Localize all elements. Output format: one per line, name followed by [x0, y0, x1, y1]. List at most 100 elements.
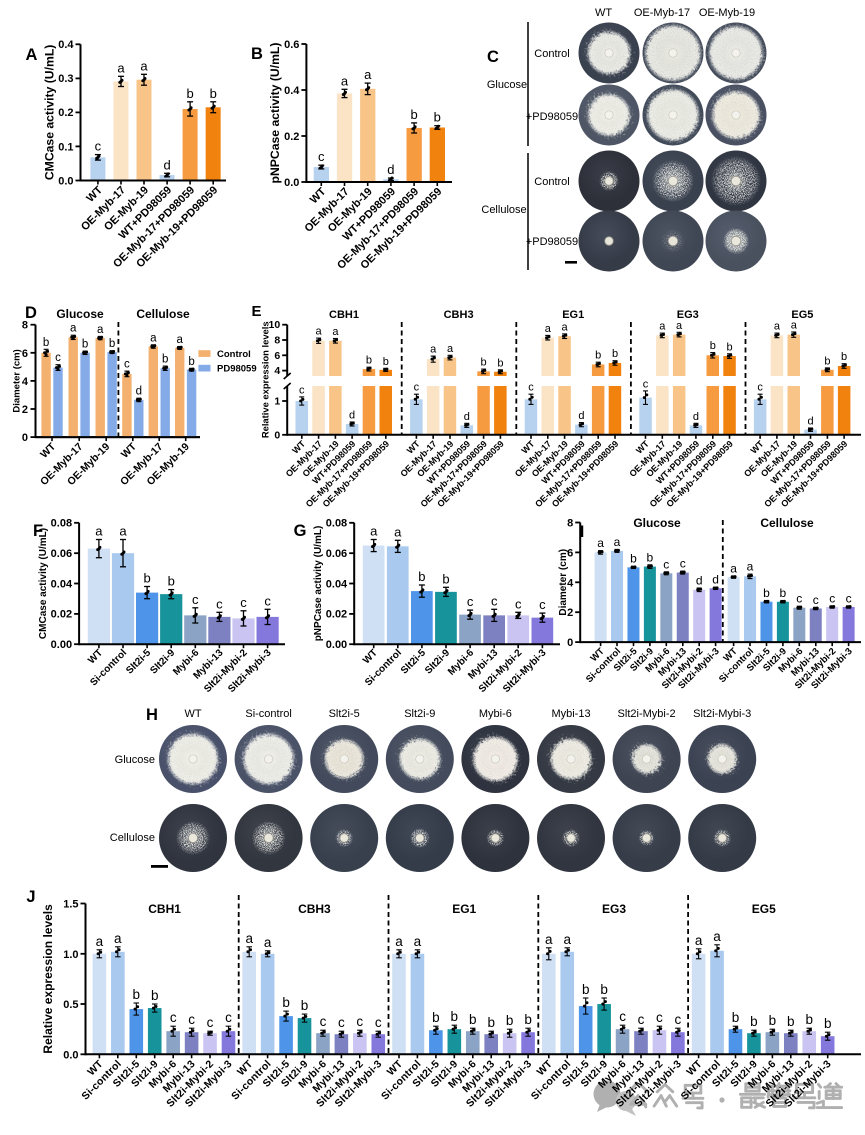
svg-text:a: a	[245, 931, 253, 946]
svg-text:0.08: 0.08	[51, 518, 72, 530]
svg-text:a: a	[563, 932, 571, 947]
svg-text:d: d	[387, 162, 394, 177]
svg-text:c: c	[240, 595, 247, 610]
svg-text:I: I	[580, 523, 585, 541]
svg-text:CBH3: CBH3	[298, 902, 331, 916]
svg-text:0.4: 0.4	[284, 85, 300, 97]
svg-text:4: 4	[22, 376, 29, 388]
svg-text:0: 0	[274, 429, 280, 441]
svg-text:WT: WT	[119, 440, 139, 460]
svg-text:a: a	[791, 320, 798, 332]
svg-text:A: A	[26, 46, 38, 64]
svg-text:c: c	[539, 597, 546, 612]
svg-text:d: d	[136, 386, 142, 398]
svg-text:WT: WT	[184, 708, 201, 720]
svg-text:Control: Control	[534, 176, 569, 188]
svg-text:4: 4	[274, 365, 280, 377]
svg-text:c: c	[170, 1010, 177, 1025]
svg-text:c: c	[796, 592, 802, 606]
svg-text:c: c	[515, 596, 522, 611]
svg-text:OE-Myb-19: OE-Myb-19	[699, 7, 755, 19]
svg-text:CBH3: CBH3	[444, 309, 474, 321]
svg-text:a: a	[341, 73, 349, 88]
svg-text:8: 8	[22, 320, 28, 332]
svg-text:b: b	[630, 552, 637, 566]
svg-text:c: c	[675, 1012, 682, 1027]
svg-text:b: b	[133, 987, 141, 1002]
svg-text:Slt2i-5: Slt2i-5	[399, 647, 428, 676]
svg-text:c: c	[491, 593, 498, 608]
svg-text:a: a	[114, 931, 122, 946]
svg-text:Glucose: Glucose	[56, 307, 104, 321]
svg-text:EG5: EG5	[791, 309, 813, 321]
svg-text:b: b	[186, 86, 193, 101]
svg-text:2: 2	[22, 404, 28, 416]
svg-text:c: c	[318, 149, 325, 164]
svg-text:J: J	[26, 888, 35, 906]
svg-text:c: c	[829, 591, 835, 605]
svg-text:c: c	[528, 382, 534, 394]
svg-text:b: b	[726, 341, 732, 353]
svg-text:a: a	[447, 343, 454, 355]
svg-text:Cellulose: Cellulose	[110, 832, 155, 844]
svg-text:WT: WT	[38, 440, 58, 460]
svg-text:8: 8	[274, 335, 280, 347]
svg-text:b: b	[732, 1010, 740, 1025]
svg-text:b: b	[612, 348, 618, 360]
svg-text:Diameter (cm): Diameter (cm)	[558, 549, 569, 616]
svg-text:8: 8	[567, 518, 573, 530]
svg-text:EG3: EG3	[677, 309, 699, 321]
svg-text:d: d	[696, 574, 703, 588]
svg-text:c: c	[320, 1014, 327, 1029]
svg-text:b: b	[750, 1014, 758, 1029]
svg-text:Cellulose: Cellulose	[760, 516, 814, 530]
svg-text:6: 6	[567, 547, 573, 559]
svg-text:6: 6	[274, 350, 280, 362]
svg-text:d: d	[349, 410, 355, 422]
svg-text:Glucose: Glucose	[633, 516, 681, 530]
svg-text:EG5: EG5	[752, 902, 776, 916]
svg-text:b: b	[109, 338, 115, 350]
svg-text:0: 0	[567, 637, 573, 649]
svg-text:c: c	[264, 593, 271, 608]
svg-text:c: c	[95, 139, 102, 154]
svg-text:b: b	[301, 998, 309, 1013]
svg-text:Relative expression levels: Relative expression levels	[260, 321, 271, 438]
svg-text:Control: Control	[534, 48, 569, 60]
svg-text:b: b	[442, 571, 449, 586]
svg-text:4: 4	[567, 577, 574, 589]
svg-text:c: c	[375, 1015, 382, 1030]
svg-text:a: a	[96, 934, 104, 949]
svg-text:c: c	[414, 382, 420, 394]
svg-text:1.5: 1.5	[63, 899, 78, 911]
svg-text:0.2: 0.2	[58, 107, 73, 119]
svg-text:b: b	[451, 1009, 459, 1024]
svg-text:a: a	[97, 324, 104, 336]
svg-text:c: c	[680, 557, 686, 571]
svg-text:Relative expression levels: Relative expression levels	[41, 904, 55, 1054]
svg-text:b: b	[595, 350, 601, 362]
svg-text:c: c	[207, 1015, 214, 1030]
svg-text:0.02: 0.02	[326, 609, 347, 621]
svg-text:Slt2i-5: Slt2i-5	[329, 708, 360, 720]
svg-text:a: a	[695, 933, 703, 948]
svg-text:b: b	[497, 357, 503, 369]
svg-text:Glucose: Glucose	[115, 754, 155, 766]
svg-text:a: a	[774, 321, 781, 333]
svg-text:Slt2i-9: Slt2i-9	[404, 708, 435, 720]
svg-text:Diameter (cm): Diameter (cm)	[12, 349, 23, 412]
svg-text:WT: WT	[595, 7, 612, 19]
svg-text:pNPCase activity (U/mL): pNPCase activity (U/mL)	[268, 43, 282, 184]
svg-text:0.08: 0.08	[326, 518, 347, 530]
svg-text:0.0: 0.0	[284, 177, 299, 189]
svg-text:WT: WT	[86, 648, 105, 667]
svg-text:H: H	[146, 706, 158, 724]
svg-text:Cellulose: Cellulose	[136, 307, 190, 321]
svg-text:a: a	[430, 344, 437, 356]
svg-text:a: a	[140, 58, 148, 73]
svg-text:B: B	[251, 45, 263, 63]
svg-text:0.6: 0.6	[284, 39, 299, 51]
svg-text:d: d	[163, 157, 170, 172]
svg-text:0: 0	[22, 432, 28, 444]
svg-text:c: c	[846, 591, 852, 605]
